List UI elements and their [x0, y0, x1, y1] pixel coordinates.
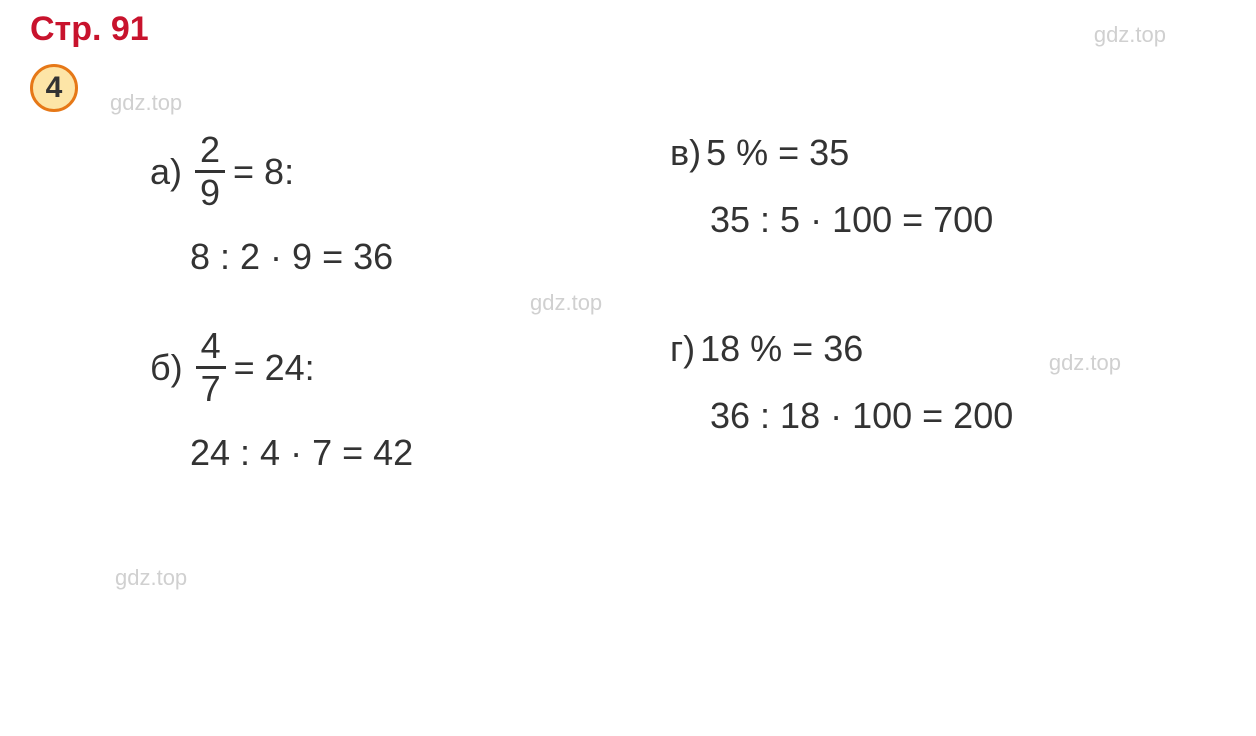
denominator-a: 9	[200, 173, 220, 211]
row-1: а) 2 9 = 8: 8 : 2 · 9 = 36 в) 5 % = 35 3…	[30, 132, 1226, 278]
calculation-b: 24 : 4 · 7 = 42	[150, 432, 650, 474]
watermark: gdz.top	[110, 90, 182, 116]
label-v: в)	[670, 132, 701, 174]
row-2: б) 4 7 = 24: 24 : 4 · 7 = 42 г) 18 % = 3…	[30, 328, 1226, 474]
equals-b: = 24:	[234, 347, 315, 389]
denominator-b: 7	[201, 369, 221, 407]
numerator-b: 4	[201, 328, 221, 366]
problem-g-statement: г) 18 % = 36	[670, 328, 1013, 370]
calculation-a: 8 : 2 · 9 = 36	[150, 236, 650, 278]
calculation-v: 35 : 5 · 100 = 700	[670, 199, 993, 241]
calculation-g: 36 : 18 · 100 = 200	[670, 395, 1013, 437]
label-a: а)	[150, 151, 182, 193]
problem-a-statement: а) 2 9 = 8:	[150, 132, 650, 211]
numerator-a: 2	[200, 132, 220, 170]
label-b: б)	[150, 347, 183, 389]
page-header: Стр. 91	[30, 10, 1226, 49]
content-area: а) 2 9 = 8: 8 : 2 · 9 = 36 в) 5 % = 35 3…	[30, 132, 1226, 474]
problem-v: в) 5 % = 35 35 : 5 · 100 = 700	[650, 132, 993, 278]
problem-b: б) 4 7 = 24: 24 : 4 · 7 = 42	[30, 328, 650, 474]
problem-b-statement: б) 4 7 = 24:	[150, 328, 650, 407]
watermark: gdz.top	[115, 565, 187, 591]
equals-a: = 8:	[233, 151, 294, 193]
label-g: г)	[670, 328, 695, 370]
problem-number-badge: 4	[30, 64, 78, 112]
problem-v-statement: в) 5 % = 35	[670, 132, 993, 174]
fraction-b: 4 7	[196, 328, 226, 407]
expression-g: 18 % = 36	[700, 328, 863, 370]
watermark: gdz.top	[1094, 22, 1166, 48]
expression-v: 5 % = 35	[706, 132, 849, 174]
problem-g: г) 18 % = 36 36 : 18 · 100 = 200	[650, 328, 1013, 474]
fraction-a: 2 9	[195, 132, 225, 211]
problem-a: а) 2 9 = 8: 8 : 2 · 9 = 36	[30, 132, 650, 278]
